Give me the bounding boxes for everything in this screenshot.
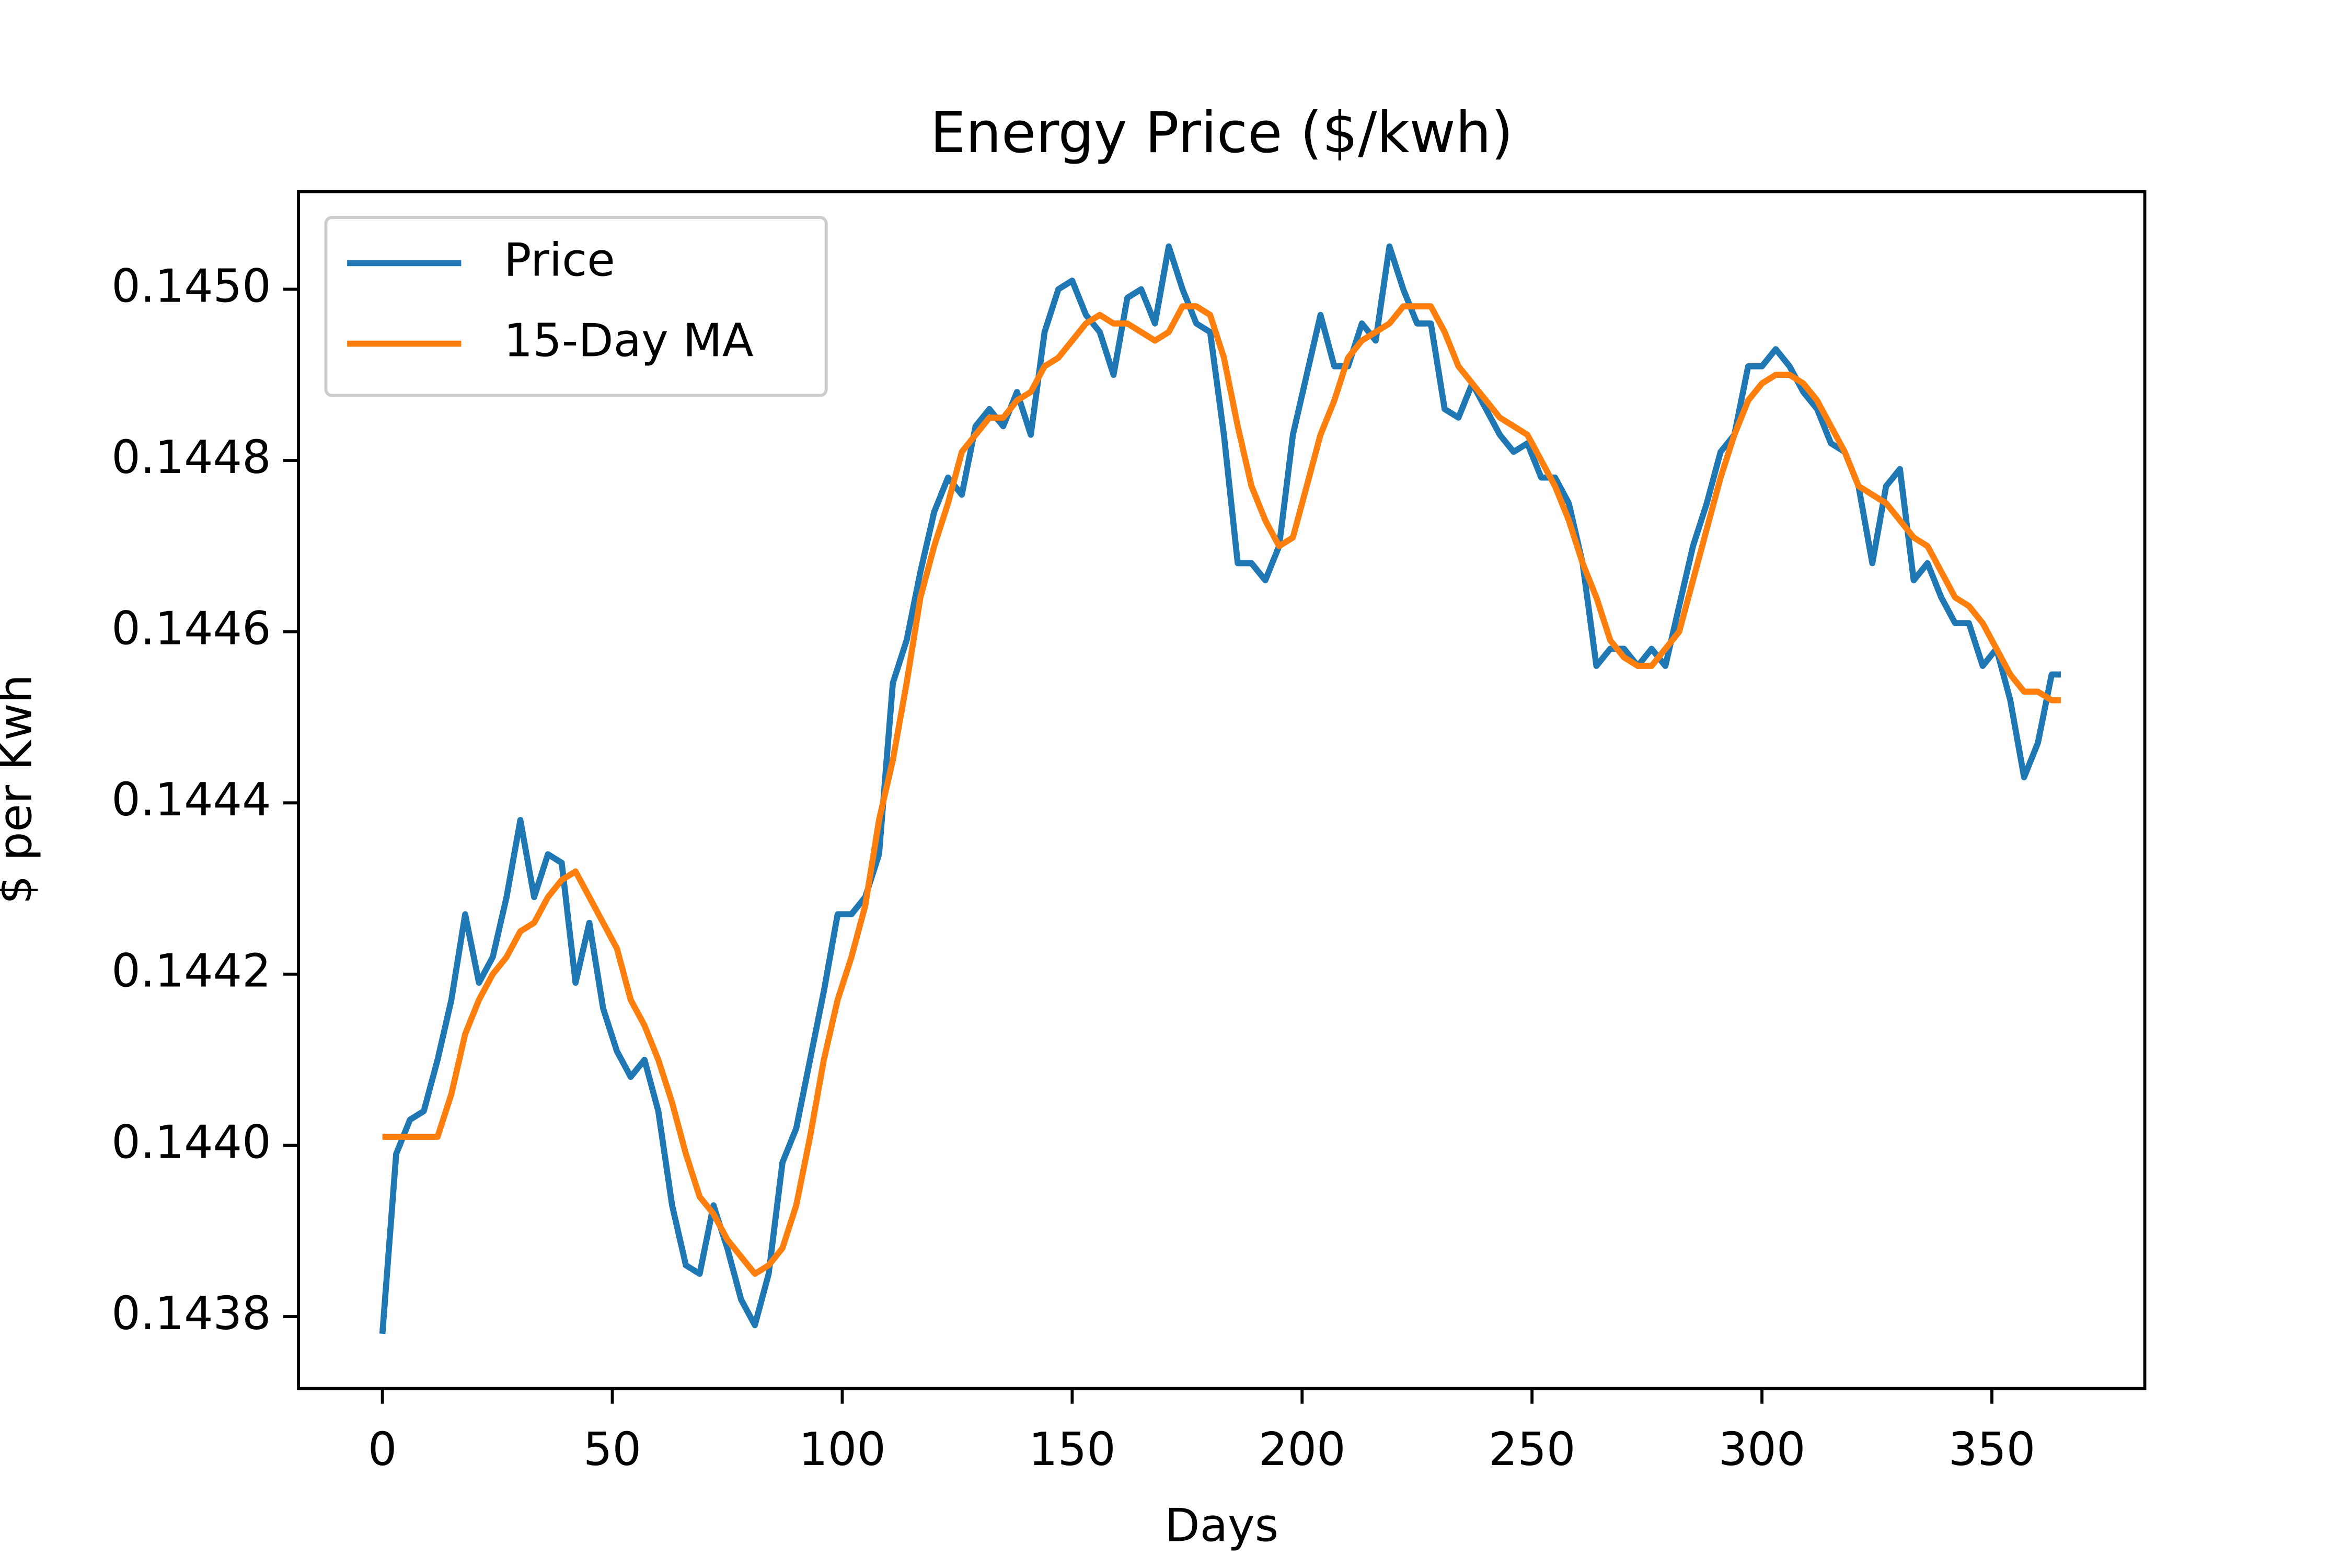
legend-label: 15-Day MA — [504, 314, 754, 367]
x-tick-label: 350 — [1949, 1423, 2036, 1476]
x-tick-label: 0 — [368, 1423, 397, 1476]
y-tick-label: 0.1444 — [111, 773, 271, 826]
y-tick-label: 0.1446 — [111, 602, 271, 655]
x-tick-label: 150 — [1029, 1423, 1116, 1476]
series-line — [382, 303, 2061, 1277]
y-tick-label: 0.1440 — [111, 1115, 271, 1169]
x-tick-label: 100 — [799, 1423, 886, 1476]
y-axis-label: $ per Kwh — [0, 674, 42, 904]
y-tick-label: 0.1438 — [111, 1287, 271, 1340]
series-line — [379, 243, 2061, 1334]
y-tick-label: 0.1448 — [111, 431, 271, 484]
plot-frame — [297, 190, 2147, 1390]
x-tick-label: 50 — [583, 1423, 641, 1476]
x-tick-label: 250 — [1489, 1423, 1576, 1476]
x-tick-label: 200 — [1259, 1423, 1346, 1476]
chart-title: Energy Price ($/kwh) — [930, 100, 1513, 166]
legend-label: Price — [504, 233, 615, 286]
y-tick-label: 0.1442 — [111, 944, 271, 998]
x-axis-label: Days — [1165, 1498, 1278, 1552]
y-tick-label: 0.1450 — [111, 259, 271, 313]
x-tick-label: 300 — [1719, 1423, 1806, 1476]
